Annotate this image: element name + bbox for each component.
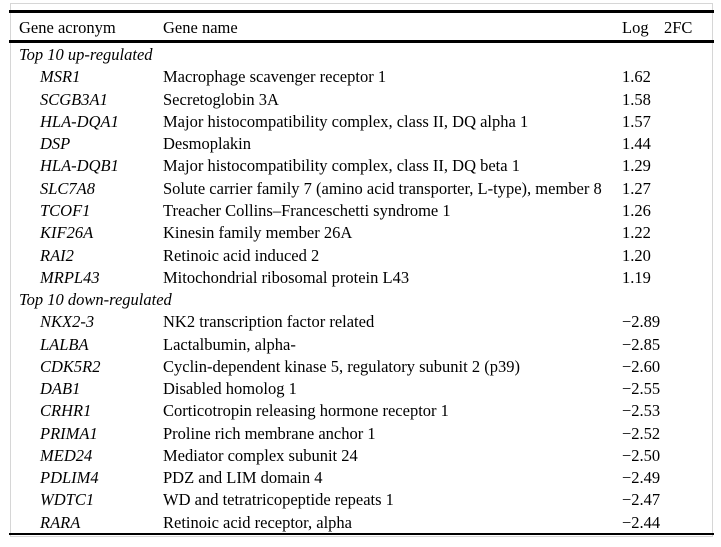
gene-acronym-cell: MSR1 [40, 67, 81, 87]
gene-name-cell: Major histocompatibility complex, class … [163, 111, 529, 131]
table-row: SCGB3A1 Secretoglobin 3A 1.58 [10, 89, 714, 111]
log2fc-value-cell: 1.19 [622, 267, 651, 287]
table-row: HLA-DQB1 Major histocompatibility complex… [10, 155, 714, 177]
table-row: CRHR1 Corticotropin releasing hormone rec… [10, 400, 714, 422]
log2fc-value-cell: −2.52 [622, 423, 661, 443]
gene-acronym-cell: PDLIM4 [40, 468, 99, 488]
gene-acronym-cell: MRPL43 [40, 267, 100, 287]
table-row: MRPL43 Mitochondrial ribosomal protein L4… [10, 267, 714, 289]
table-row: CDK5R2 Cyclin-dependent kinase 5, regulat… [10, 356, 714, 378]
gene-acronym-cell: WDTC1 [40, 490, 95, 510]
log2fc-value-cell: −2.85 [622, 334, 661, 354]
log2fc-value-cell: −2.60 [622, 356, 661, 376]
gene-acronym-cell: CDK5R2 [40, 356, 101, 376]
column-header-2fc: 2FC [664, 18, 693, 37]
gene-name-cell: Mitochondrial ribosomal protein L43 [163, 267, 410, 287]
column-header-gene-name: Gene name [163, 18, 238, 37]
log2fc-value-cell: −2.53 [622, 401, 661, 421]
gene-acronym-cell: NKX2-3 [40, 312, 95, 332]
table-row: SLC7A8 Solute carrier family 7 (amino aci… [10, 178, 714, 200]
log2fc-value-cell: 1.62 [622, 67, 651, 87]
table-header-rule [9, 40, 714, 43]
gene-acronym-cell: RARA [40, 512, 81, 532]
column-header-log: Log [622, 18, 649, 37]
table-frame-border [10, 3, 713, 537]
gene-name-cell: Solute carrier family 7 (amino acid tran… [163, 178, 602, 198]
table-row: PRIMA1 Proline rich membrane anchor 1 −2.5… [10, 423, 714, 445]
gene-name-cell: WD and tetratricopeptide repeats 1 [163, 490, 394, 510]
gene-acronym-cell: KIF26A [40, 223, 94, 243]
gene-name-cell: Retinoic acid receptor, alpha [163, 512, 353, 532]
log2fc-value-cell: 1.20 [622, 245, 651, 265]
log2fc-value-cell: 1.58 [622, 89, 651, 109]
gene-acronym-cell: CRHR1 [40, 401, 92, 421]
log2fc-value-cell: 1.57 [622, 111, 651, 131]
log2fc-value-cell: −2.47 [622, 490, 661, 510]
gene-name-cell: NK2 transcription factor related [163, 312, 375, 332]
gene-acronym-cell: LALBA [40, 334, 89, 354]
gene-name-cell: Secretoglobin 3A [163, 89, 279, 109]
gene-acronym-cell: SCGB3A1 [40, 89, 108, 109]
gene-acronym-cell: SLC7A8 [40, 178, 96, 198]
gene-name-cell: Treacher Collins–Franceschetti syndrome … [163, 200, 451, 220]
gene-name-cell: PDZ and LIM domain 4 [163, 468, 323, 488]
log2fc-value-cell: 1.22 [622, 223, 651, 243]
section-label: Top 10 up-regulated [19, 45, 153, 65]
table-row: WDTC1 WD and tetratricopeptide repeats 1 −… [10, 489, 714, 511]
log2fc-value-cell: 1.27 [622, 178, 651, 198]
section-label: Top 10 down-regulated [19, 290, 172, 310]
gene-acronym-cell: HLA-DQB1 [40, 156, 119, 176]
table-row: PDLIM4 PDZ and LIM domain 4 −2.49 [10, 467, 714, 489]
gene-acronym-cell: DSP [40, 134, 71, 154]
table-body: Top 10 up-regulated MSR1 Macrophage scaven… [10, 44, 714, 534]
gene-name-cell: Macrophage scavenger receptor 1 [163, 67, 387, 87]
gene-acronym-cell: MED24 [40, 445, 93, 465]
log2fc-value-cell: −2.44 [622, 512, 661, 532]
table-row: RARA Retinoic acid receptor, alpha −2.44 [10, 512, 714, 534]
section-header-row: Top 10 down-regulated [10, 289, 714, 311]
gene-acronym-cell: TCOF1 [40, 200, 91, 220]
table-row: MED24 Mediator complex subunit 24 −2.50 [10, 445, 714, 467]
gene-name-cell: Major histocompatibility complex, class … [163, 156, 520, 176]
gene-acronym-cell: PRIMA1 [40, 423, 98, 443]
gene-name-cell: Mediator complex subunit 24 [163, 445, 358, 465]
table-row: NKX2-3 NK2 transcription factor related −2… [10, 311, 714, 333]
log2fc-value-cell: −2.89 [622, 312, 661, 332]
table-row: DAB1 Disabled homolog 1 −2.55 [10, 378, 714, 400]
log2fc-value-cell: −2.50 [622, 445, 661, 465]
log2fc-value-cell: 1.26 [622, 200, 651, 220]
gene-name-cell: Disabled homolog 1 [163, 379, 297, 399]
table-row: LALBA Lactalbumin, alpha- −2.85 [10, 333, 714, 355]
gene-name-cell: Cyclin-dependent kinase 5, regulatory su… [163, 356, 520, 376]
gene-acronym-cell: HLA-DQA1 [40, 111, 119, 131]
table-row: TCOF1 Treacher Collins–Franceschetti synd… [10, 200, 714, 222]
table-row: KIF26A Kinesin family member 26A 1.22 [10, 222, 714, 244]
log2fc-value-cell: 1.44 [622, 134, 651, 154]
table-row: DSP Desmoplakin 1.44 [10, 133, 714, 155]
gene-name-cell: Proline rich membrane anchor 1 [163, 423, 376, 443]
gene-name-cell: Retinoic acid induced 2 [163, 245, 320, 265]
table-top-rule [9, 10, 714, 13]
column-header-gene-acronym: Gene acronym [19, 18, 116, 37]
gene-name-cell: Desmoplakin [163, 134, 251, 154]
gene-name-cell: Kinesin family member 26A [163, 223, 353, 243]
table-row: RAI2 Retinoic acid induced 2 1.20 [10, 244, 714, 266]
table-row: MSR1 Macrophage scavenger receptor 1 1.62 [10, 66, 714, 88]
section-header-row: Top 10 up-regulated [10, 44, 714, 66]
log2fc-value-cell: −2.49 [622, 468, 661, 488]
table-bottom-rule [9, 533, 714, 535]
gene-acronym-cell: RAI2 [40, 245, 74, 265]
table-row: HLA-DQA1 Major histocompatibility complex… [10, 111, 714, 133]
log2fc-value-cell: −2.55 [622, 379, 661, 399]
gene-name-cell: Corticotropin releasing hormone receptor… [163, 401, 449, 421]
gene-acronym-cell: DAB1 [40, 379, 81, 399]
log2fc-value-cell: 1.29 [622, 156, 651, 176]
gene-name-cell: Lactalbumin, alpha- [163, 334, 296, 354]
